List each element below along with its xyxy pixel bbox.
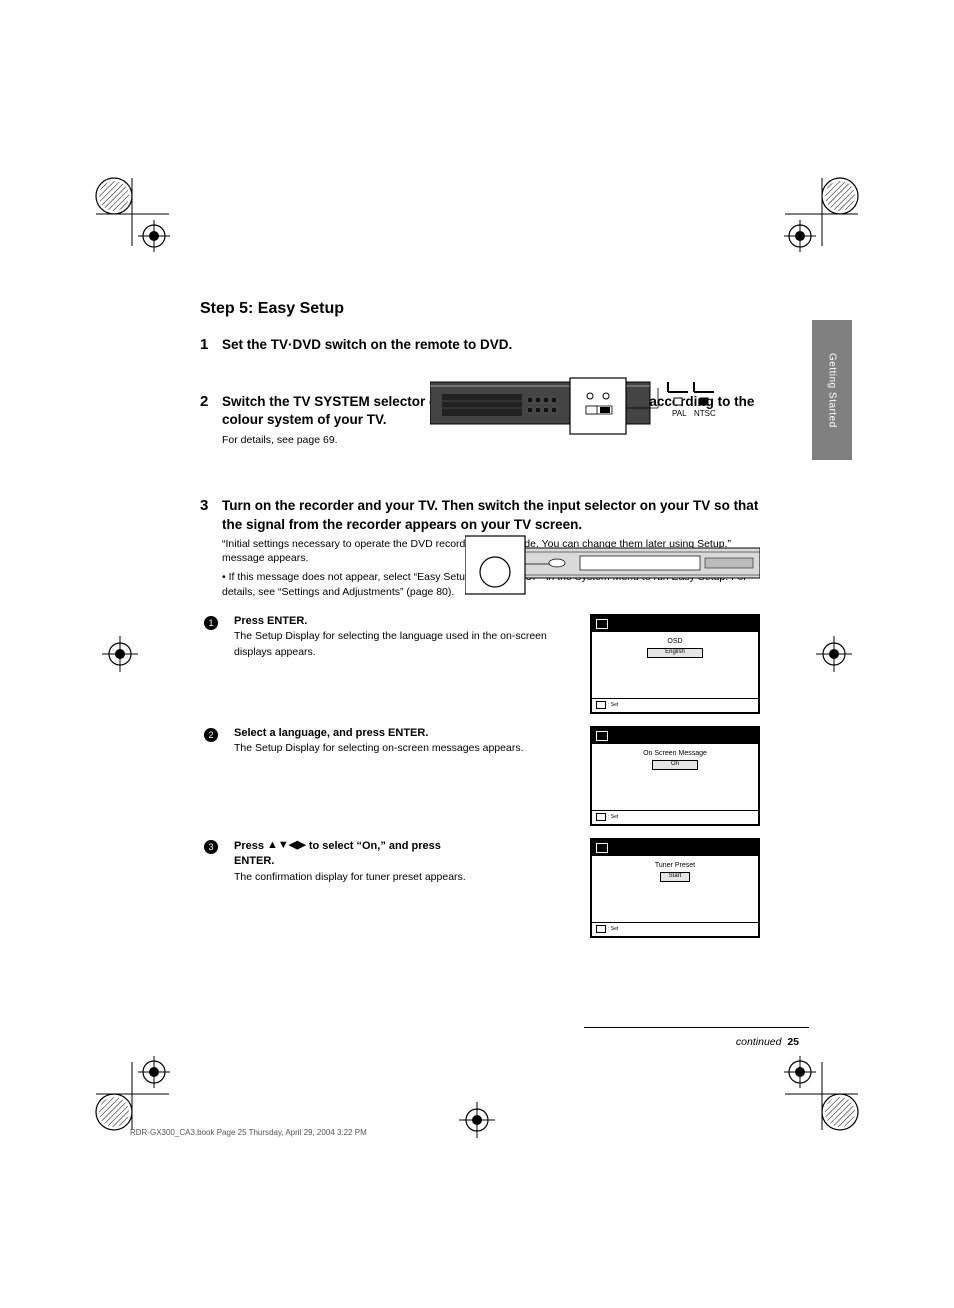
osd-field-text-2: On [671, 761, 679, 767]
substep-1-title: Press ENTER. [234, 614, 568, 630]
substep-3-title2: ENTER. [234, 855, 274, 867]
step-1: 1 Set the TV·DVD switch on the remote to… [200, 336, 760, 357]
footer-icon [596, 701, 606, 709]
arrow-keys-icon: ▲▼◀▶ [267, 838, 306, 854]
page-num-value: 25 [787, 1036, 799, 1048]
substep-3: 3 Press ▲▼◀▶ to select “On,” and press E… [200, 838, 760, 938]
device-front-illustration [465, 530, 760, 605]
substep-3-prefix: Press [234, 839, 267, 851]
substep-2: 2 Select a language, and press ENTER. Th… [200, 726, 760, 826]
up-arrow-icon: ▲ [267, 840, 278, 851]
crop-mark-tl [84, 166, 184, 266]
osd-screen-2: On Screen Message On : Set [590, 726, 760, 826]
substep-2-body: The Setup Display for selecting on-scree… [234, 741, 568, 756]
bullet-2-icon: 2 [204, 728, 218, 742]
osd-top-icon-2 [596, 731, 608, 741]
step-1-title: Set the TV·DVD switch on the remote to D… [222, 336, 760, 354]
osd-top-icon-3 [596, 843, 608, 853]
osd-top-icon [596, 619, 608, 629]
doc-footer: RDR-GX300_CA3.book Page 25 Thursday, Apr… [130, 1128, 367, 1137]
down-arrow-icon: ▼ [278, 840, 289, 851]
crop-mark-bl [84, 1042, 184, 1142]
tv-ntsc-label: NTSC [694, 409, 716, 418]
footer-text: : Set [608, 702, 618, 708]
continued-label: continued [736, 1036, 782, 1048]
substep-1-body: The Setup Display for selecting the lang… [234, 629, 568, 659]
crop-mark-mb [457, 1100, 497, 1140]
substep-3-title: Press ▲▼◀▶ to select “On,” and press ENT… [234, 838, 568, 871]
substep-1: 1 Press ENTER. The Setup Display for sel… [200, 614, 760, 714]
step-1-num: 1 [200, 336, 222, 353]
osd-label-2: On Screen Message [643, 750, 707, 757]
side-tab: Getting Started [812, 320, 852, 460]
right-arrow-icon: ▶ [297, 840, 305, 851]
crop-mark-ml [100, 634, 140, 674]
bullet-1-icon: 1 [204, 616, 218, 630]
bullet-3-icon: 3 [204, 840, 218, 854]
step-2-num: 2 [200, 393, 222, 410]
footer-text-3: : Set [608, 926, 618, 932]
device-rear-illustration: PAL NTSC [430, 370, 720, 450]
left-arrow-icon: ◀ [289, 840, 297, 851]
crop-mark-tr [770, 166, 870, 266]
substep-3-body: The confirmation display for tuner prese… [234, 870, 568, 885]
osd-screen-3: Tuner Preset Start : Set [590, 838, 760, 938]
substep-3-suffix: to select “On,” and press [309, 839, 441, 851]
crop-mark-mr [814, 634, 854, 674]
page-heading: Step 5: Easy Setup [200, 300, 760, 318]
osd-label-3: Tuner Preset [655, 862, 695, 869]
osd-label: OSD [667, 638, 682, 645]
crop-mark-br [770, 1042, 870, 1142]
osd-field-text-3: Start [669, 873, 682, 879]
page-number: continued 25 [736, 1036, 799, 1048]
step-3-num: 3 [200, 497, 222, 514]
footer-rule [584, 1027, 809, 1028]
substep-2-title: Select a language, and press ENTER. [234, 726, 568, 742]
footer-icon-3 [596, 925, 606, 933]
footer-text-2: : Set [608, 814, 618, 820]
osd-field-text: English [665, 649, 685, 655]
osd-screen-1: OSD English : Set [590, 614, 760, 714]
tv-pal-label: PAL [672, 409, 687, 418]
step-3-title: Turn on the recorder and your TV. Then s… [222, 497, 760, 533]
footer-icon-2 [596, 813, 606, 821]
